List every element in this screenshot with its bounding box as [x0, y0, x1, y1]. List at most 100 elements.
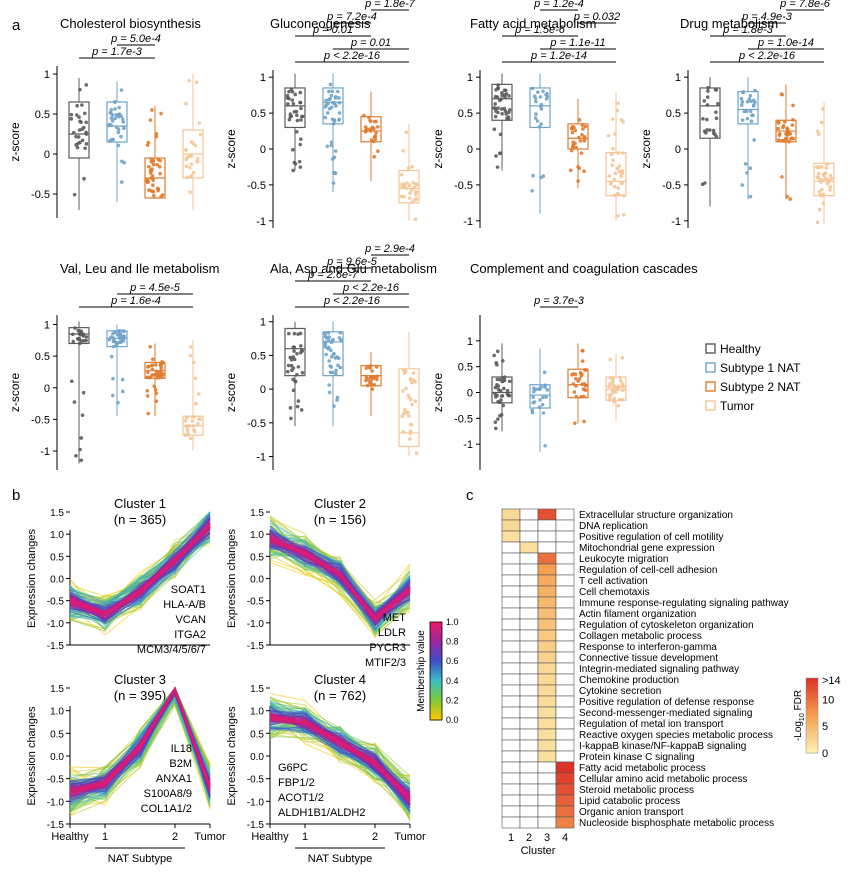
data-point [583, 388, 588, 393]
data-point [705, 95, 710, 99]
data-point [113, 330, 117, 335]
term-label: Actin filament organization [579, 609, 696, 620]
cluster-size: (n = 365) [114, 512, 166, 527]
y-tick-label: 1 [44, 319, 50, 331]
data-point [121, 389, 125, 394]
data-point [608, 376, 613, 380]
data-point [534, 112, 538, 116]
data-point [785, 129, 790, 133]
y-tick-label: -1.0 [47, 797, 65, 808]
data-point [119, 180, 124, 184]
data-point [299, 408, 304, 412]
data-point [498, 389, 503, 393]
data-point [191, 170, 196, 175]
legend-swatch [705, 381, 716, 392]
data-point [110, 119, 115, 123]
data-point [816, 132, 821, 136]
heatmap-cell [501, 783, 521, 796]
fdr-colorbar-tick: 5 [822, 721, 828, 733]
data-point [620, 181, 625, 186]
data-point [186, 432, 191, 437]
data-point [112, 338, 117, 343]
colorbar-cell [430, 647, 442, 651]
colorbar-cell [430, 665, 442, 668]
term-label: Positive regulation of cell motility [579, 532, 724, 543]
data-point [544, 97, 549, 101]
cluster-panel: Cluster 2(n = 156) -1.5 -1.0 -0.5 0.0 0.5 1.0 1… [226, 496, 411, 669]
data-point [190, 419, 195, 424]
data-point [333, 149, 338, 153]
data-point [818, 177, 823, 182]
data-point [295, 352, 299, 356]
data-point [150, 363, 155, 368]
data-point [714, 88, 719, 92]
data-point [532, 94, 537, 98]
data-point [408, 377, 413, 382]
colorbar-cell [430, 708, 442, 711]
data-point [789, 137, 793, 141]
data-point [407, 414, 411, 418]
x-group-label: NAT Subtype [108, 853, 172, 865]
heatmap-cell [519, 563, 539, 576]
data-point [741, 90, 746, 94]
heatmap-cell [519, 750, 539, 763]
data-point [198, 417, 203, 421]
data-point [740, 118, 745, 122]
data-point [146, 370, 150, 375]
data-point [159, 366, 164, 371]
heatmap-cell [501, 519, 521, 532]
data-point [291, 388, 296, 393]
data-point [824, 166, 829, 170]
membership-colorbar: 0.0 0.2 0.4 0.6 0.8 1.0 Membership value [416, 617, 459, 725]
data-point [574, 394, 579, 399]
data-point [370, 387, 375, 391]
fdr-colorbar-cell [806, 736, 818, 739]
y-tick-label: -0.5 [247, 775, 265, 786]
heatmap-cell [519, 651, 539, 664]
data-point [71, 332, 75, 337]
data-point [494, 88, 498, 92]
data-point [374, 365, 379, 369]
data-point [583, 124, 588, 129]
data-point [80, 127, 85, 131]
data-point [371, 139, 376, 144]
data-point [531, 389, 536, 394]
data-point [751, 104, 756, 108]
data-point [120, 117, 125, 121]
heatmap-cell [519, 618, 539, 631]
box-rect [360, 116, 382, 143]
y-tick-label: 0.5 [251, 108, 266, 120]
data-point [401, 368, 406, 372]
heatmap-cell [537, 585, 557, 598]
data-point [189, 174, 193, 178]
colorbar-cell [430, 692, 442, 696]
data-point [71, 130, 76, 135]
p-value-label: p = 1.7e-3 [91, 46, 143, 58]
p-value-label: p = 5.0e-4 [110, 33, 161, 45]
term-label: Steroid metabolic process [579, 785, 694, 796]
heatmap-cell [537, 508, 557, 521]
data-point [160, 193, 165, 197]
data-point [495, 165, 500, 169]
y-tick-label: -1.5 [247, 820, 265, 831]
data-point [543, 443, 547, 448]
data-point [331, 181, 336, 185]
y-tick-label: 0.5 [35, 109, 50, 121]
data-point [370, 125, 375, 130]
heatmap-cell [555, 607, 575, 620]
heatmap-cell [555, 519, 575, 532]
data-point [286, 363, 291, 368]
data-point [116, 400, 120, 405]
y-tick-label: 0.5 [250, 552, 264, 563]
fdr-colorbar-cell [806, 713, 818, 717]
data-point [110, 393, 115, 398]
data-point [368, 366, 372, 370]
heatmap-cell [501, 508, 521, 521]
data-point [704, 131, 708, 135]
heatmap-cell [519, 508, 539, 521]
data-point [408, 431, 413, 436]
legend-label: Subtype 1 NAT [720, 361, 801, 375]
gene-label: PYCR3 [369, 642, 406, 654]
fdr-colorbar-cell [806, 749, 818, 752]
colorbar-cell [430, 690, 442, 694]
